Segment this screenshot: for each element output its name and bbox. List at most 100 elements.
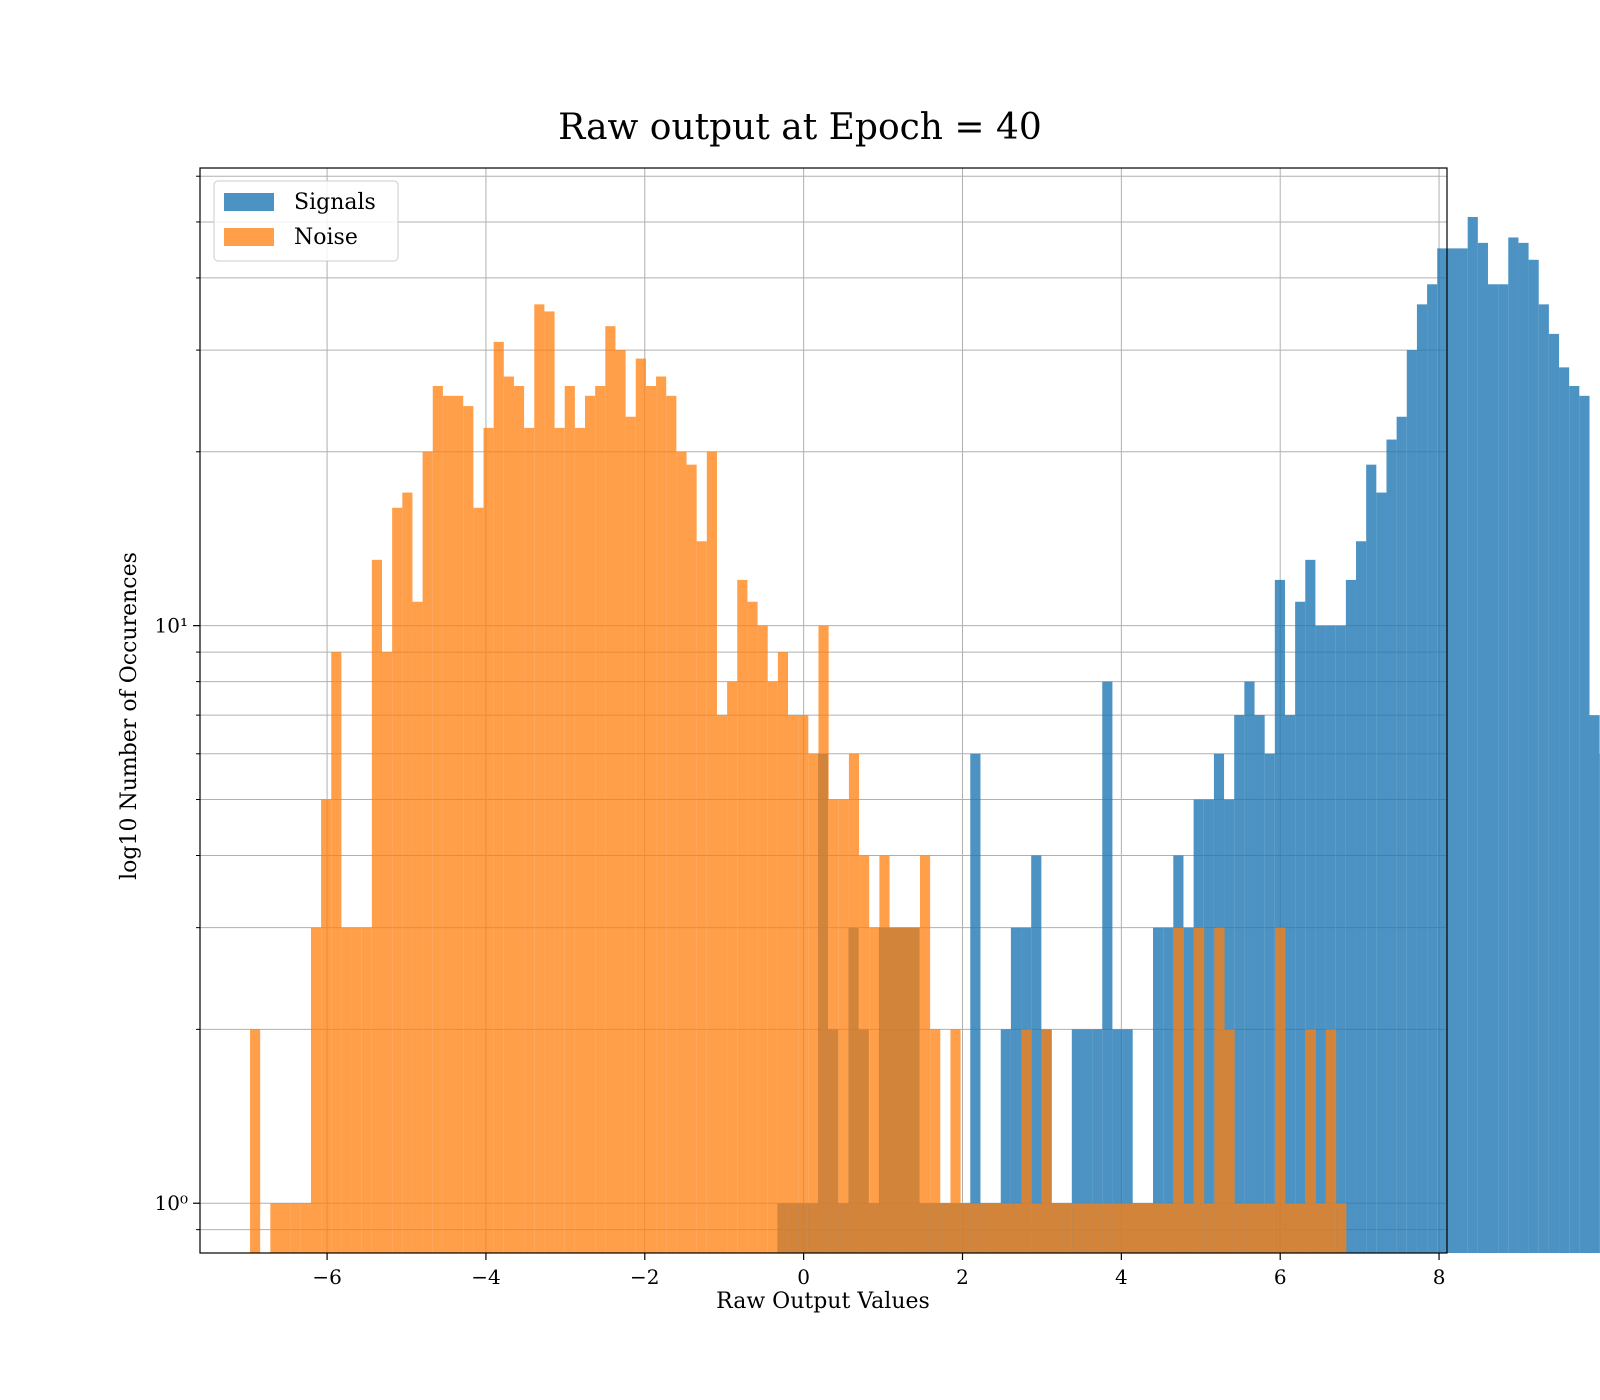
histogram-bar [564, 385, 575, 1253]
histogram-bar [1315, 1203, 1327, 1253]
histogram-bar [1244, 1203, 1255, 1253]
histogram-bar [270, 1203, 281, 1253]
histogram-bar [1356, 541, 1367, 1253]
histogram-bar [290, 1203, 301, 1253]
histogram-bar [757, 625, 768, 1253]
histogram-bar [1498, 284, 1509, 1253]
histogram-bar [899, 927, 910, 1253]
histogram-bar [656, 376, 667, 1253]
histogram-bar [645, 385, 657, 1253]
histogram-bar [1244, 681, 1255, 1253]
histogram-bar [595, 385, 606, 1253]
series-noise [250, 304, 1347, 1254]
histogram-bar [412, 601, 423, 1253]
histogram-bar [341, 927, 352, 1253]
histogram-bar [1082, 1203, 1093, 1253]
legend-label-signals: Signals [294, 190, 376, 215]
histogram-bar [544, 311, 555, 1253]
histogram-bar [1569, 385, 1580, 1253]
histogram-bar [950, 1029, 961, 1253]
histogram-bar [432, 385, 443, 1253]
histogram-bar [361, 927, 372, 1253]
histogram-bar [848, 753, 860, 1253]
histogram-bar [1559, 367, 1570, 1253]
histogram-bar [1031, 1203, 1042, 1253]
histogram-bar [909, 927, 920, 1253]
histogram-bar [1041, 1029, 1052, 1253]
x-tick-label: 2 [956, 1265, 969, 1289]
histogram-bar [402, 492, 413, 1253]
histogram-bar [869, 927, 880, 1253]
histogram-bar [879, 855, 890, 1253]
x-tick-label: 8 [1433, 1265, 1446, 1289]
histogram-bar [838, 799, 849, 1253]
histogram-bar [554, 427, 565, 1253]
histogram-bar [737, 579, 748, 1253]
histogram-bar [1437, 248, 1448, 1254]
histogram-bar [1275, 927, 1286, 1253]
histogram-bar [1274, 579, 1285, 1253]
histogram-bar [1254, 715, 1265, 1253]
histogram-bar [1518, 242, 1529, 1253]
legend-swatch-signals [224, 193, 274, 211]
histogram-bar [676, 451, 687, 1253]
histogram-bar [1528, 259, 1539, 1253]
histogram-bar [1031, 855, 1042, 1253]
histogram-bar [1386, 439, 1397, 1253]
histogram-bar [706, 451, 717, 1253]
histogram-bar [1477, 242, 1488, 1253]
x-axis-label: Raw Output Values [716, 1289, 930, 1314]
histogram-bar [1010, 927, 1022, 1253]
histogram-bar [381, 652, 393, 1253]
histogram-bar [1254, 1203, 1266, 1253]
histogram-bar [1345, 579, 1357, 1253]
histogram-bar [473, 507, 484, 1253]
histogram-bar [960, 1203, 971, 1253]
x-tick-label: 0 [797, 1265, 810, 1289]
histogram-bar [889, 927, 900, 1253]
histogram-bar [1001, 1203, 1012, 1253]
histogram-bar [585, 395, 596, 1254]
histogram-bar [1163, 1203, 1174, 1253]
histogram-bar [1183, 1203, 1195, 1253]
histogram-bar [798, 715, 809, 1253]
histogram-bar [1325, 625, 1336, 1253]
chart-title: Raw output at Epoch = 40 [558, 107, 1042, 148]
histogram-bar [371, 559, 382, 1253]
histogram-bar [1335, 625, 1346, 1253]
histogram-bar [808, 753, 819, 1253]
histogram-bar [1295, 601, 1306, 1253]
histogram-bar [767, 681, 778, 1253]
histogram-bar [666, 395, 677, 1254]
histogram-bar [859, 855, 870, 1253]
histogram-bar [1173, 927, 1184, 1253]
histogram-bar [1051, 1203, 1063, 1253]
histogram-bar [696, 541, 707, 1253]
histogram-bar [1072, 1203, 1083, 1253]
histogram-bar [970, 753, 981, 1253]
histogram-bar [1234, 715, 1245, 1253]
histogram-bar [1122, 1029, 1133, 1253]
histogram-bar [1092, 1029, 1103, 1253]
histogram-bar [1427, 284, 1438, 1253]
histogram-bar [625, 416, 636, 1253]
histogram-bar [777, 652, 789, 1253]
histogram-bar [716, 715, 728, 1253]
x-tick-label: −4 [471, 1265, 500, 1289]
histogram-bar [940, 1203, 951, 1253]
histogram-bar [980, 1203, 992, 1253]
histogram-bar [1143, 1203, 1154, 1253]
histogram-bar [1457, 248, 1468, 1254]
y-tick-label: 10⁰ [155, 1191, 188, 1215]
histogram-bar [1315, 625, 1326, 1253]
histogram-bar [919, 855, 931, 1253]
histogram-bar [1112, 1029, 1123, 1253]
legend: Signals Noise [213, 180, 399, 262]
histogram-bar [442, 395, 454, 1254]
histogram-bar [1416, 304, 1428, 1253]
y-tick-label: 10¹ [155, 614, 188, 638]
x-tick-label: 6 [1274, 1265, 1287, 1289]
histogram-bar [1508, 237, 1519, 1254]
histogram-bar [930, 1029, 941, 1253]
